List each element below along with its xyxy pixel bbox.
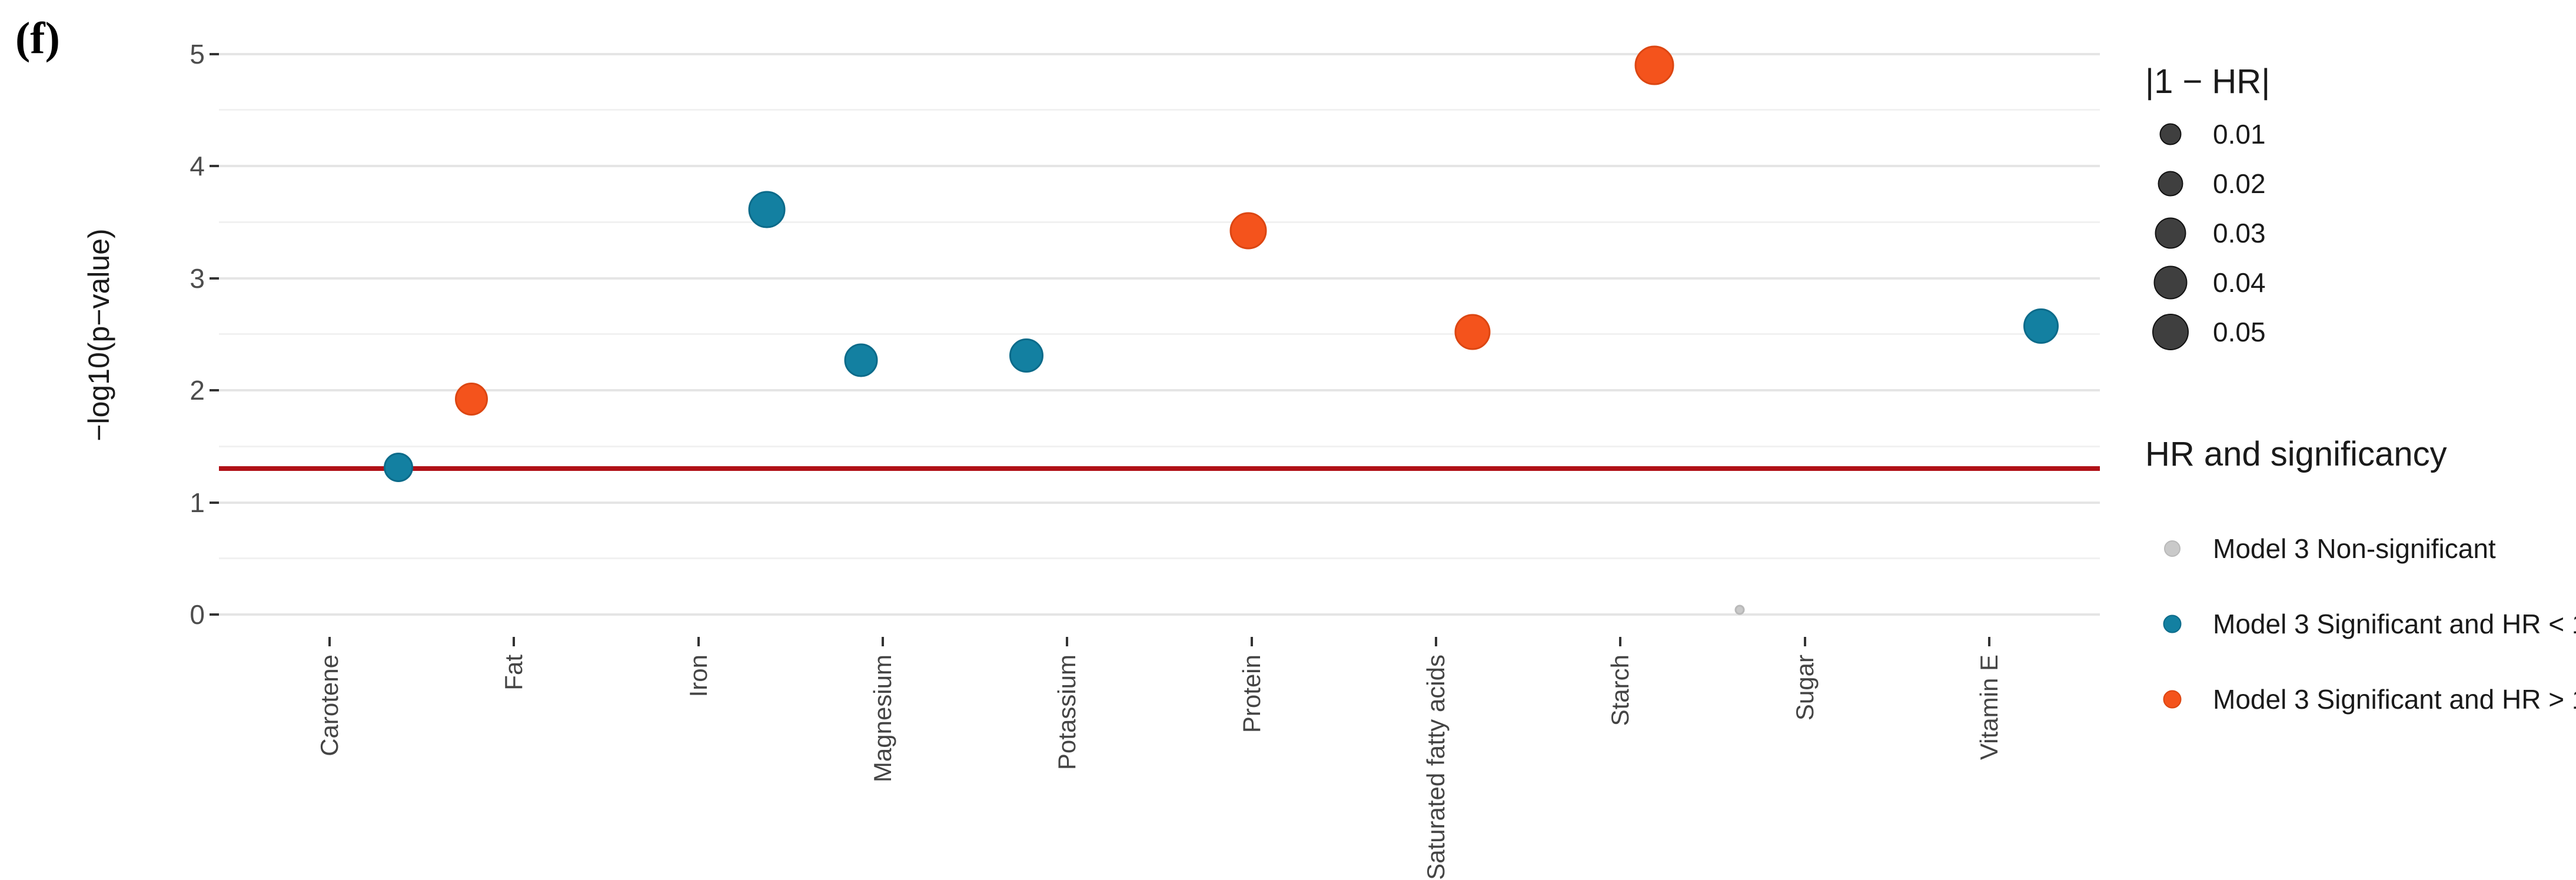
- gridline-minor: [219, 557, 2100, 560]
- y-axis-title: −log10(p−value): [82, 228, 115, 441]
- x-category-label-starch: Starch: [1606, 655, 1634, 726]
- data-point-iron: [748, 191, 786, 228]
- gridline-major: [219, 277, 2100, 280]
- y-tick-label: 4: [190, 151, 205, 181]
- data-point-fat: [455, 383, 488, 416]
- y-tick-mark: [210, 613, 219, 616]
- y-tick-mark: [210, 389, 219, 391]
- hr-legend-glyph-sig_hr_lt_1: [2163, 615, 2182, 633]
- x-category-label-saturated-fatty-acids: Saturated fatty acids: [1422, 655, 1450, 880]
- x-category-label-carotene: Carotene: [315, 655, 343, 756]
- y-tick-mark: [210, 165, 219, 167]
- gridline-major: [219, 165, 2100, 167]
- size-legend-glyph: [2152, 314, 2189, 350]
- data-point-potassium: [1009, 338, 1044, 373]
- data-point-protein: [1229, 212, 1267, 250]
- y-tick-label: 0: [190, 599, 205, 630]
- x-category-label-protein: Protein: [1237, 655, 1265, 733]
- x-tick-mark: [697, 637, 700, 646]
- gridline-minor: [219, 333, 2100, 336]
- hr-legend-label-sig_hr_lt_1: Model 3 Significant and HR < 1: [2213, 609, 2576, 639]
- x-tick-mark: [1066, 637, 1069, 646]
- x-tick-mark: [1435, 637, 1437, 646]
- size-legend-glyph: [2155, 217, 2186, 249]
- size-legend-label: 0.04: [2213, 267, 2266, 298]
- panel-letter-label: (f): [15, 14, 60, 63]
- hr-legend-glyph-sig_hr_gt_1: [2163, 690, 2182, 709]
- x-tick-mark: [1250, 637, 1253, 646]
- gridline-major: [219, 501, 2100, 504]
- y-tick-mark: [210, 277, 219, 280]
- size-legend-label: 0.02: [2213, 168, 2266, 199]
- data-point-magnesium: [844, 343, 878, 377]
- gridline-minor: [219, 221, 2100, 223]
- hr-legend-label-non_significant: Model 3 Non-significant: [2213, 533, 2496, 564]
- y-tick-mark: [210, 501, 219, 504]
- size-legend-glyph: [2158, 171, 2183, 197]
- gridline-major: [219, 52, 2100, 55]
- gridline-minor: [219, 109, 2100, 111]
- x-tick-mark: [1619, 637, 1622, 646]
- gridline-minor: [219, 445, 2100, 447]
- size-legend-label: 0.01: [2213, 119, 2266, 150]
- hr-legend-label-sig_hr_gt_1: Model 3 Significant and HR > 1: [2213, 684, 2576, 715]
- x-category-label-fat: Fat: [500, 655, 528, 690]
- hr-legend-glyph-non_significant: [2164, 540, 2181, 557]
- data-point-carotene: [384, 453, 413, 483]
- size-legend-label: 0.03: [2213, 218, 2266, 248]
- x-category-label-sugar: Sugar: [1790, 655, 1819, 721]
- x-category-label-iron: Iron: [684, 655, 712, 698]
- size-legend-glyph: [2153, 265, 2188, 300]
- x-tick-mark: [1988, 637, 1990, 646]
- x-category-label-potassium: Potassium: [1053, 655, 1081, 771]
- size-legend-title: |1 − HR|: [2145, 62, 2271, 101]
- data-point-sugar: [1734, 605, 1745, 615]
- data-point-vitamin-e: [2023, 308, 2059, 344]
- size-legend-label: 0.05: [2213, 317, 2266, 347]
- gridline-major: [219, 613, 2100, 616]
- y-tick-label: 1: [190, 487, 205, 518]
- gridline-major: [219, 389, 2100, 391]
- y-tick-mark: [210, 52, 219, 55]
- x-category-label-magnesium: Magnesium: [869, 655, 896, 783]
- x-category-label-vitamin-e: Vitamin E: [1975, 655, 2003, 760]
- x-tick-mark: [1803, 637, 1806, 646]
- x-tick-mark: [513, 637, 516, 646]
- y-tick-label: 3: [190, 263, 205, 294]
- significance-threshold-line: [219, 466, 2100, 471]
- plot-panel: [219, 27, 2100, 635]
- x-tick-mark: [328, 637, 331, 646]
- data-point-saturated-fatty-acids: [1454, 314, 1491, 350]
- x-tick-mark: [882, 637, 884, 646]
- y-tick-label: 2: [190, 375, 205, 406]
- y-tick-label: 5: [190, 38, 205, 69]
- size-legend-glyph: [2159, 123, 2182, 145]
- data-point-starch: [1634, 45, 1674, 85]
- hr-legend-title: HR and significancy: [2145, 435, 2447, 473]
